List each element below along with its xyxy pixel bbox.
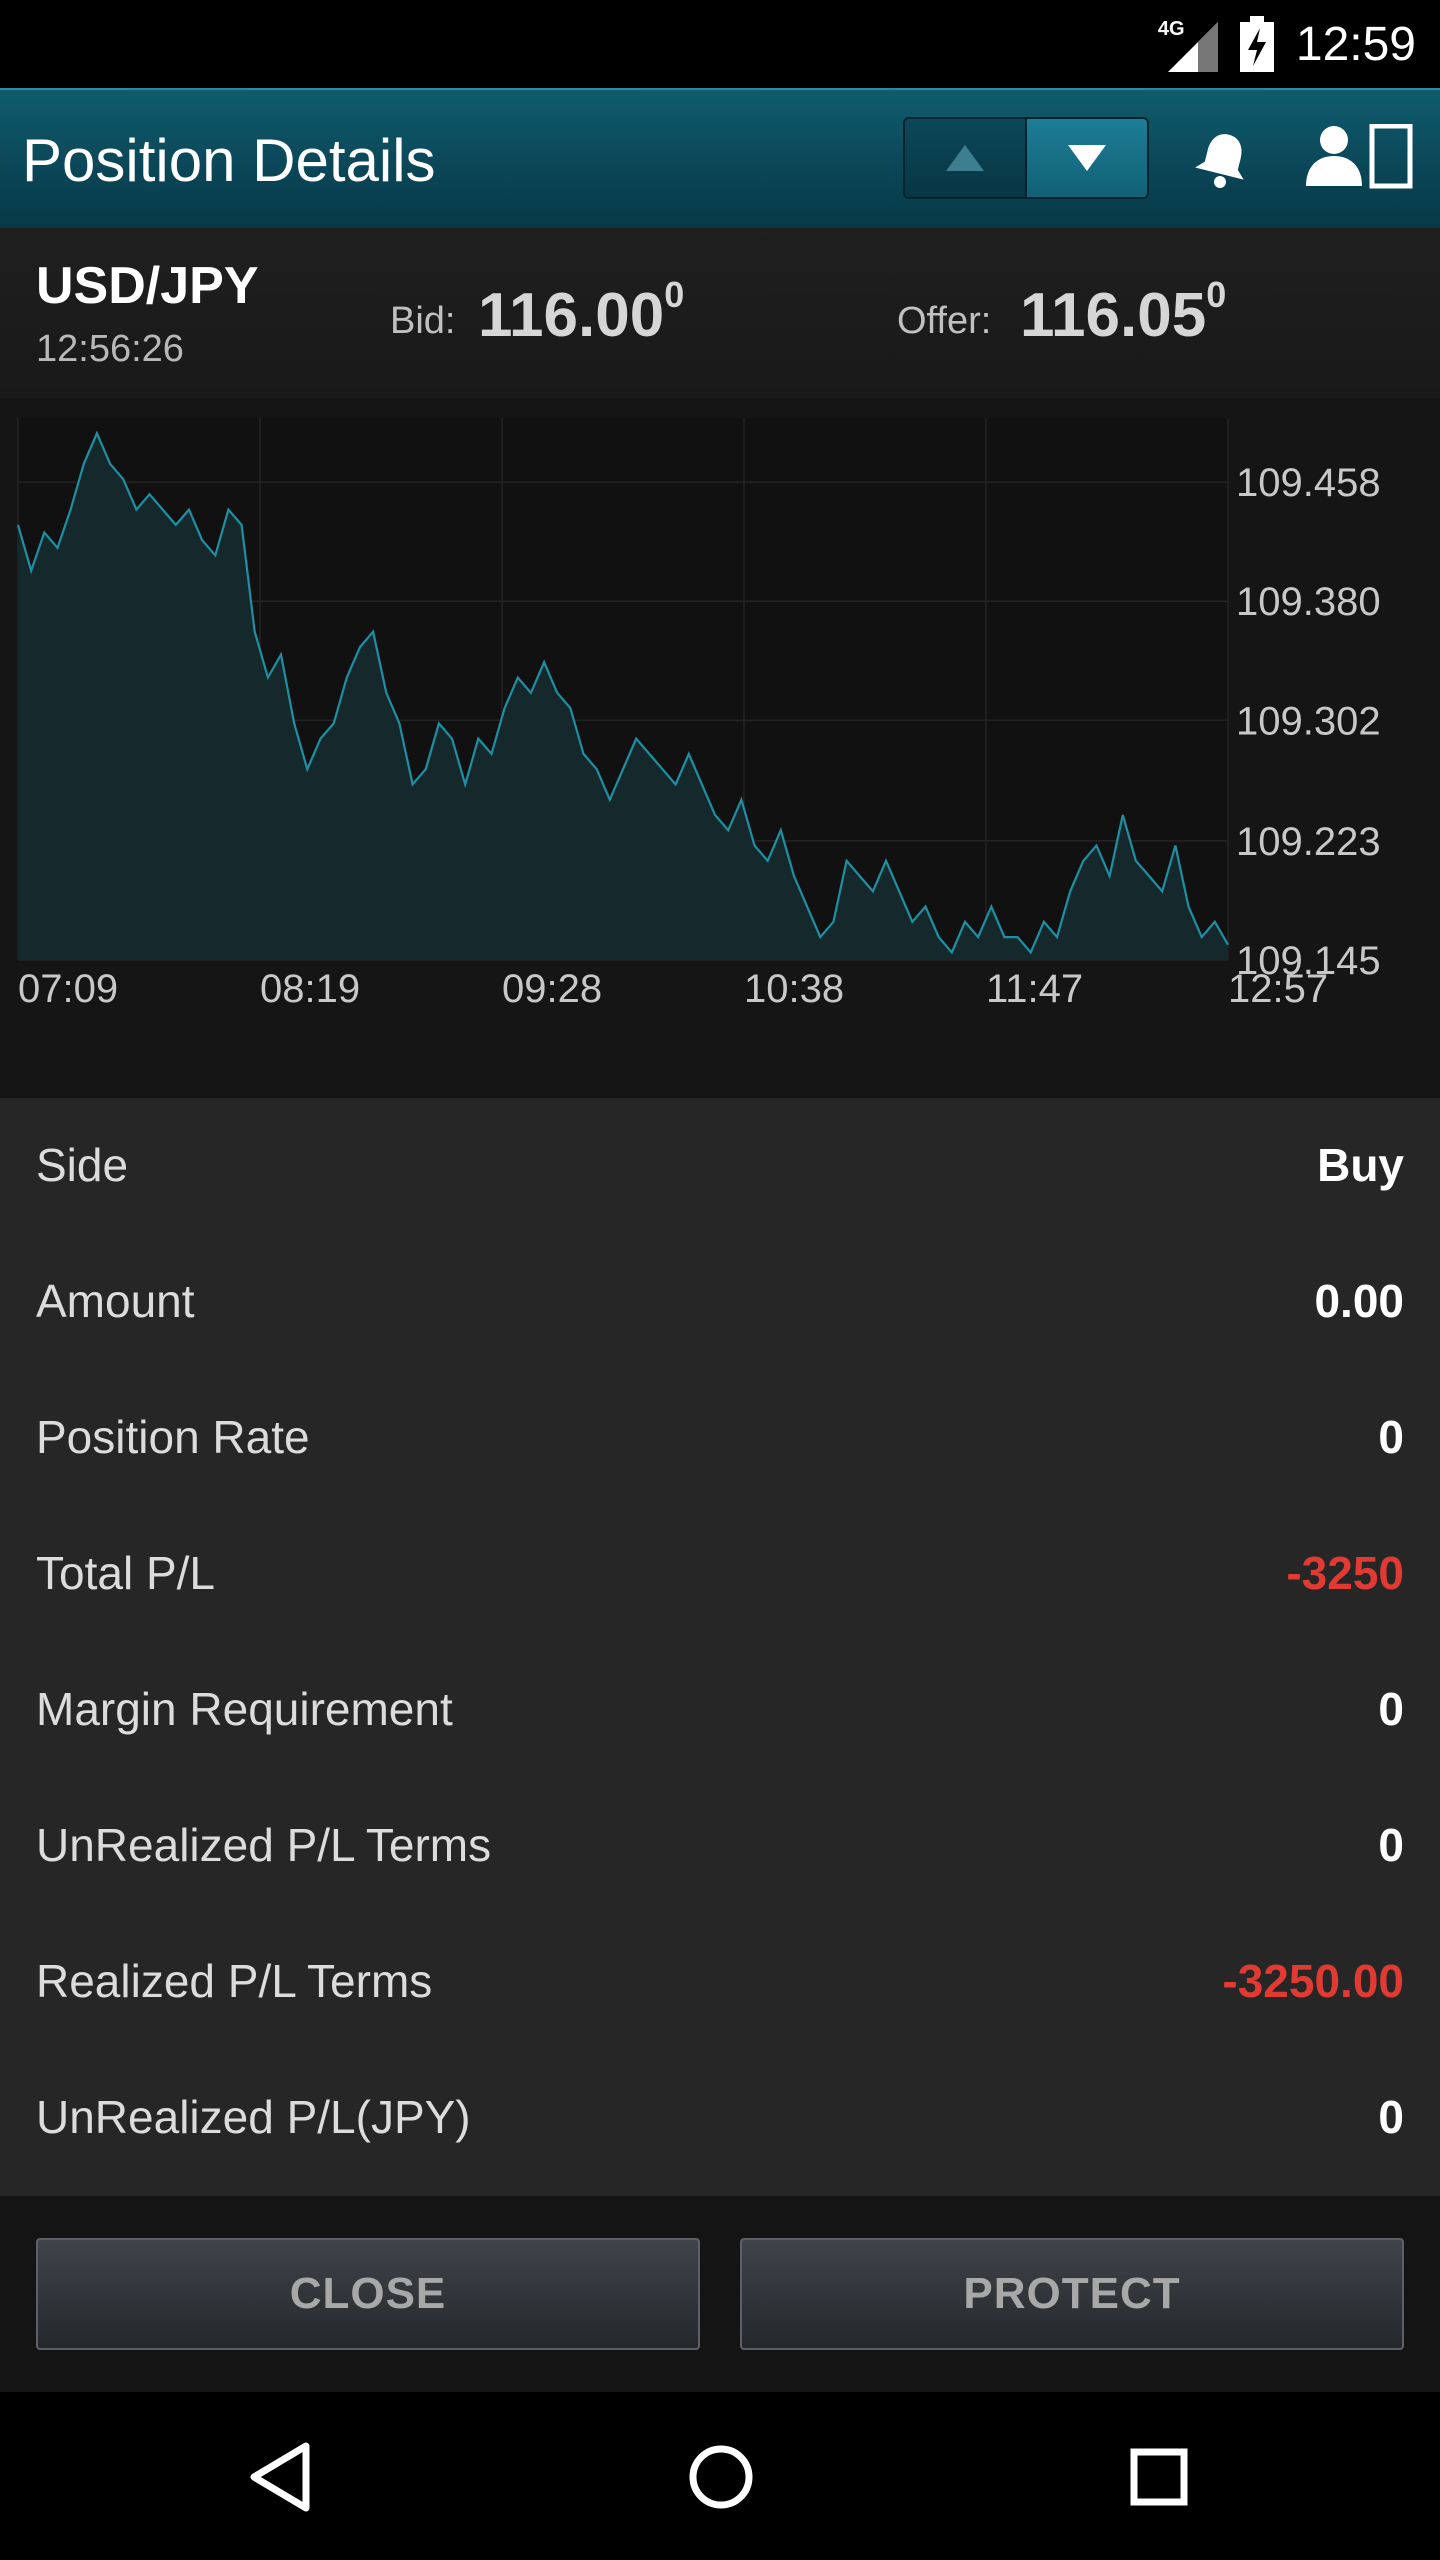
recents-icon[interactable] xyxy=(1130,2448,1188,2506)
x-tick-label: 07:09 xyxy=(18,967,118,1011)
detail-value: -3250.00 xyxy=(1222,1955,1404,2007)
detail-value: 0.00 xyxy=(1314,1275,1404,1327)
detail-value: Buy xyxy=(1317,1139,1404,1191)
arrow-down-icon xyxy=(1068,145,1106,171)
offer-label: Offer: xyxy=(897,300,992,342)
detail-row: Side Buy xyxy=(0,1098,1440,1234)
y-tick-label: 109.458 xyxy=(1236,461,1381,505)
detail-label: Side xyxy=(36,1139,129,1191)
y-tick-label: 109.380 xyxy=(1236,580,1381,624)
detail-value: -3250 xyxy=(1286,1547,1404,1599)
position-details: Side Buy Amount 0.00 Position Rate 0 Total P/L… xyxy=(0,1098,1440,2196)
detail-label: Realized P/L Terms xyxy=(36,1955,433,2007)
arrow-up-icon xyxy=(946,145,984,171)
detail-value: 0 xyxy=(1378,1411,1404,1463)
detail-label: Amount xyxy=(36,1275,195,1327)
detail-label: UnRealized P/L Terms xyxy=(36,1819,492,1871)
action-bar: CLOSE PROTECT xyxy=(0,2196,1440,2392)
app-bar: Position Details xyxy=(0,88,1440,230)
x-tick-label: 08:19 xyxy=(260,967,360,1011)
x-tick-label: 11:47 xyxy=(986,967,1083,1011)
battery-icon xyxy=(1239,16,1274,72)
clock: 12:59 xyxy=(1295,17,1416,71)
bid-pip: 0 xyxy=(664,274,685,315)
status-bar: 4G 12:59 xyxy=(0,0,1440,88)
detail-row: Amount 0.00 xyxy=(0,1234,1440,1370)
quote-header: USD/JPY 12:56:26 Bid: 116.000 Offer: 116… xyxy=(0,228,1440,398)
y-tick-label: 109.302 xyxy=(1236,699,1381,743)
position-nav xyxy=(903,117,1149,199)
page-title: Position Details xyxy=(22,127,436,194)
signal-icon: 4G xyxy=(1158,16,1218,72)
currency-pair: USD/JPY xyxy=(36,257,259,315)
back-icon[interactable] xyxy=(248,2442,312,2512)
account-icon[interactable] xyxy=(1304,124,1416,190)
y-tick-label: 109.223 xyxy=(1236,820,1381,864)
bid-price: 116.000 xyxy=(478,274,684,351)
price-area-fill xyxy=(18,433,1228,960)
price-chart-svg: 109.458 109.380 109.302 109.223 109.145 07:09… xyxy=(16,418,1381,1011)
system-nav-bar xyxy=(0,2392,1440,2560)
detail-row: Total P/L -3250 xyxy=(0,1506,1440,1642)
offer-price: 116.050 xyxy=(1020,274,1226,351)
x-tick-label: 12:57 xyxy=(1228,967,1328,1011)
detail-row: Position Rate 0 xyxy=(0,1370,1440,1506)
detail-label: UnRealized P/L(JPY) xyxy=(36,2091,471,2143)
price-chart: 109.458 109.380 109.302 109.223 109.145 07:09… xyxy=(0,398,1440,1098)
previous-position-button[interactable] xyxy=(905,119,1025,197)
x-tick-label: 09:28 xyxy=(502,967,602,1011)
bell-icon[interactable] xyxy=(1192,128,1254,190)
detail-value: 0 xyxy=(1378,2091,1404,2143)
detail-label: Margin Requirement xyxy=(36,1683,453,1735)
bid-label: Bid: xyxy=(390,300,456,342)
offer-price-main: 116.05 xyxy=(1020,281,1207,350)
detail-value: 0 xyxy=(1378,1683,1404,1735)
detail-row: Realized P/L Terms -3250.00 xyxy=(0,1914,1440,2050)
x-tick-label: 10:38 xyxy=(744,967,844,1011)
detail-row: UnRealized P/L(JPY) 0 xyxy=(0,2050,1440,2186)
bid-price-main: 116.00 xyxy=(478,281,665,350)
home-icon[interactable] xyxy=(688,2444,754,2510)
detail-row: UnRealized P/L Terms 0 xyxy=(0,1778,1440,1914)
y-tick-label: 109.145 xyxy=(1236,939,1381,983)
detail-value: 0 xyxy=(1378,1819,1404,1871)
detail-label: Position Rate xyxy=(36,1411,310,1463)
offer-pip: 0 xyxy=(1206,274,1227,315)
detail-row: Margin Requirement 0 xyxy=(0,1642,1440,1778)
close-button[interactable]: CLOSE xyxy=(36,2238,700,2350)
detail-label: Total P/L xyxy=(36,1547,215,1599)
quote-time: 12:56:26 xyxy=(36,328,184,370)
next-position-button[interactable] xyxy=(1025,119,1147,197)
network-type: 4G xyxy=(1157,18,1185,40)
protect-button[interactable]: PROTECT xyxy=(740,2238,1404,2350)
price-line xyxy=(16,430,1229,955)
